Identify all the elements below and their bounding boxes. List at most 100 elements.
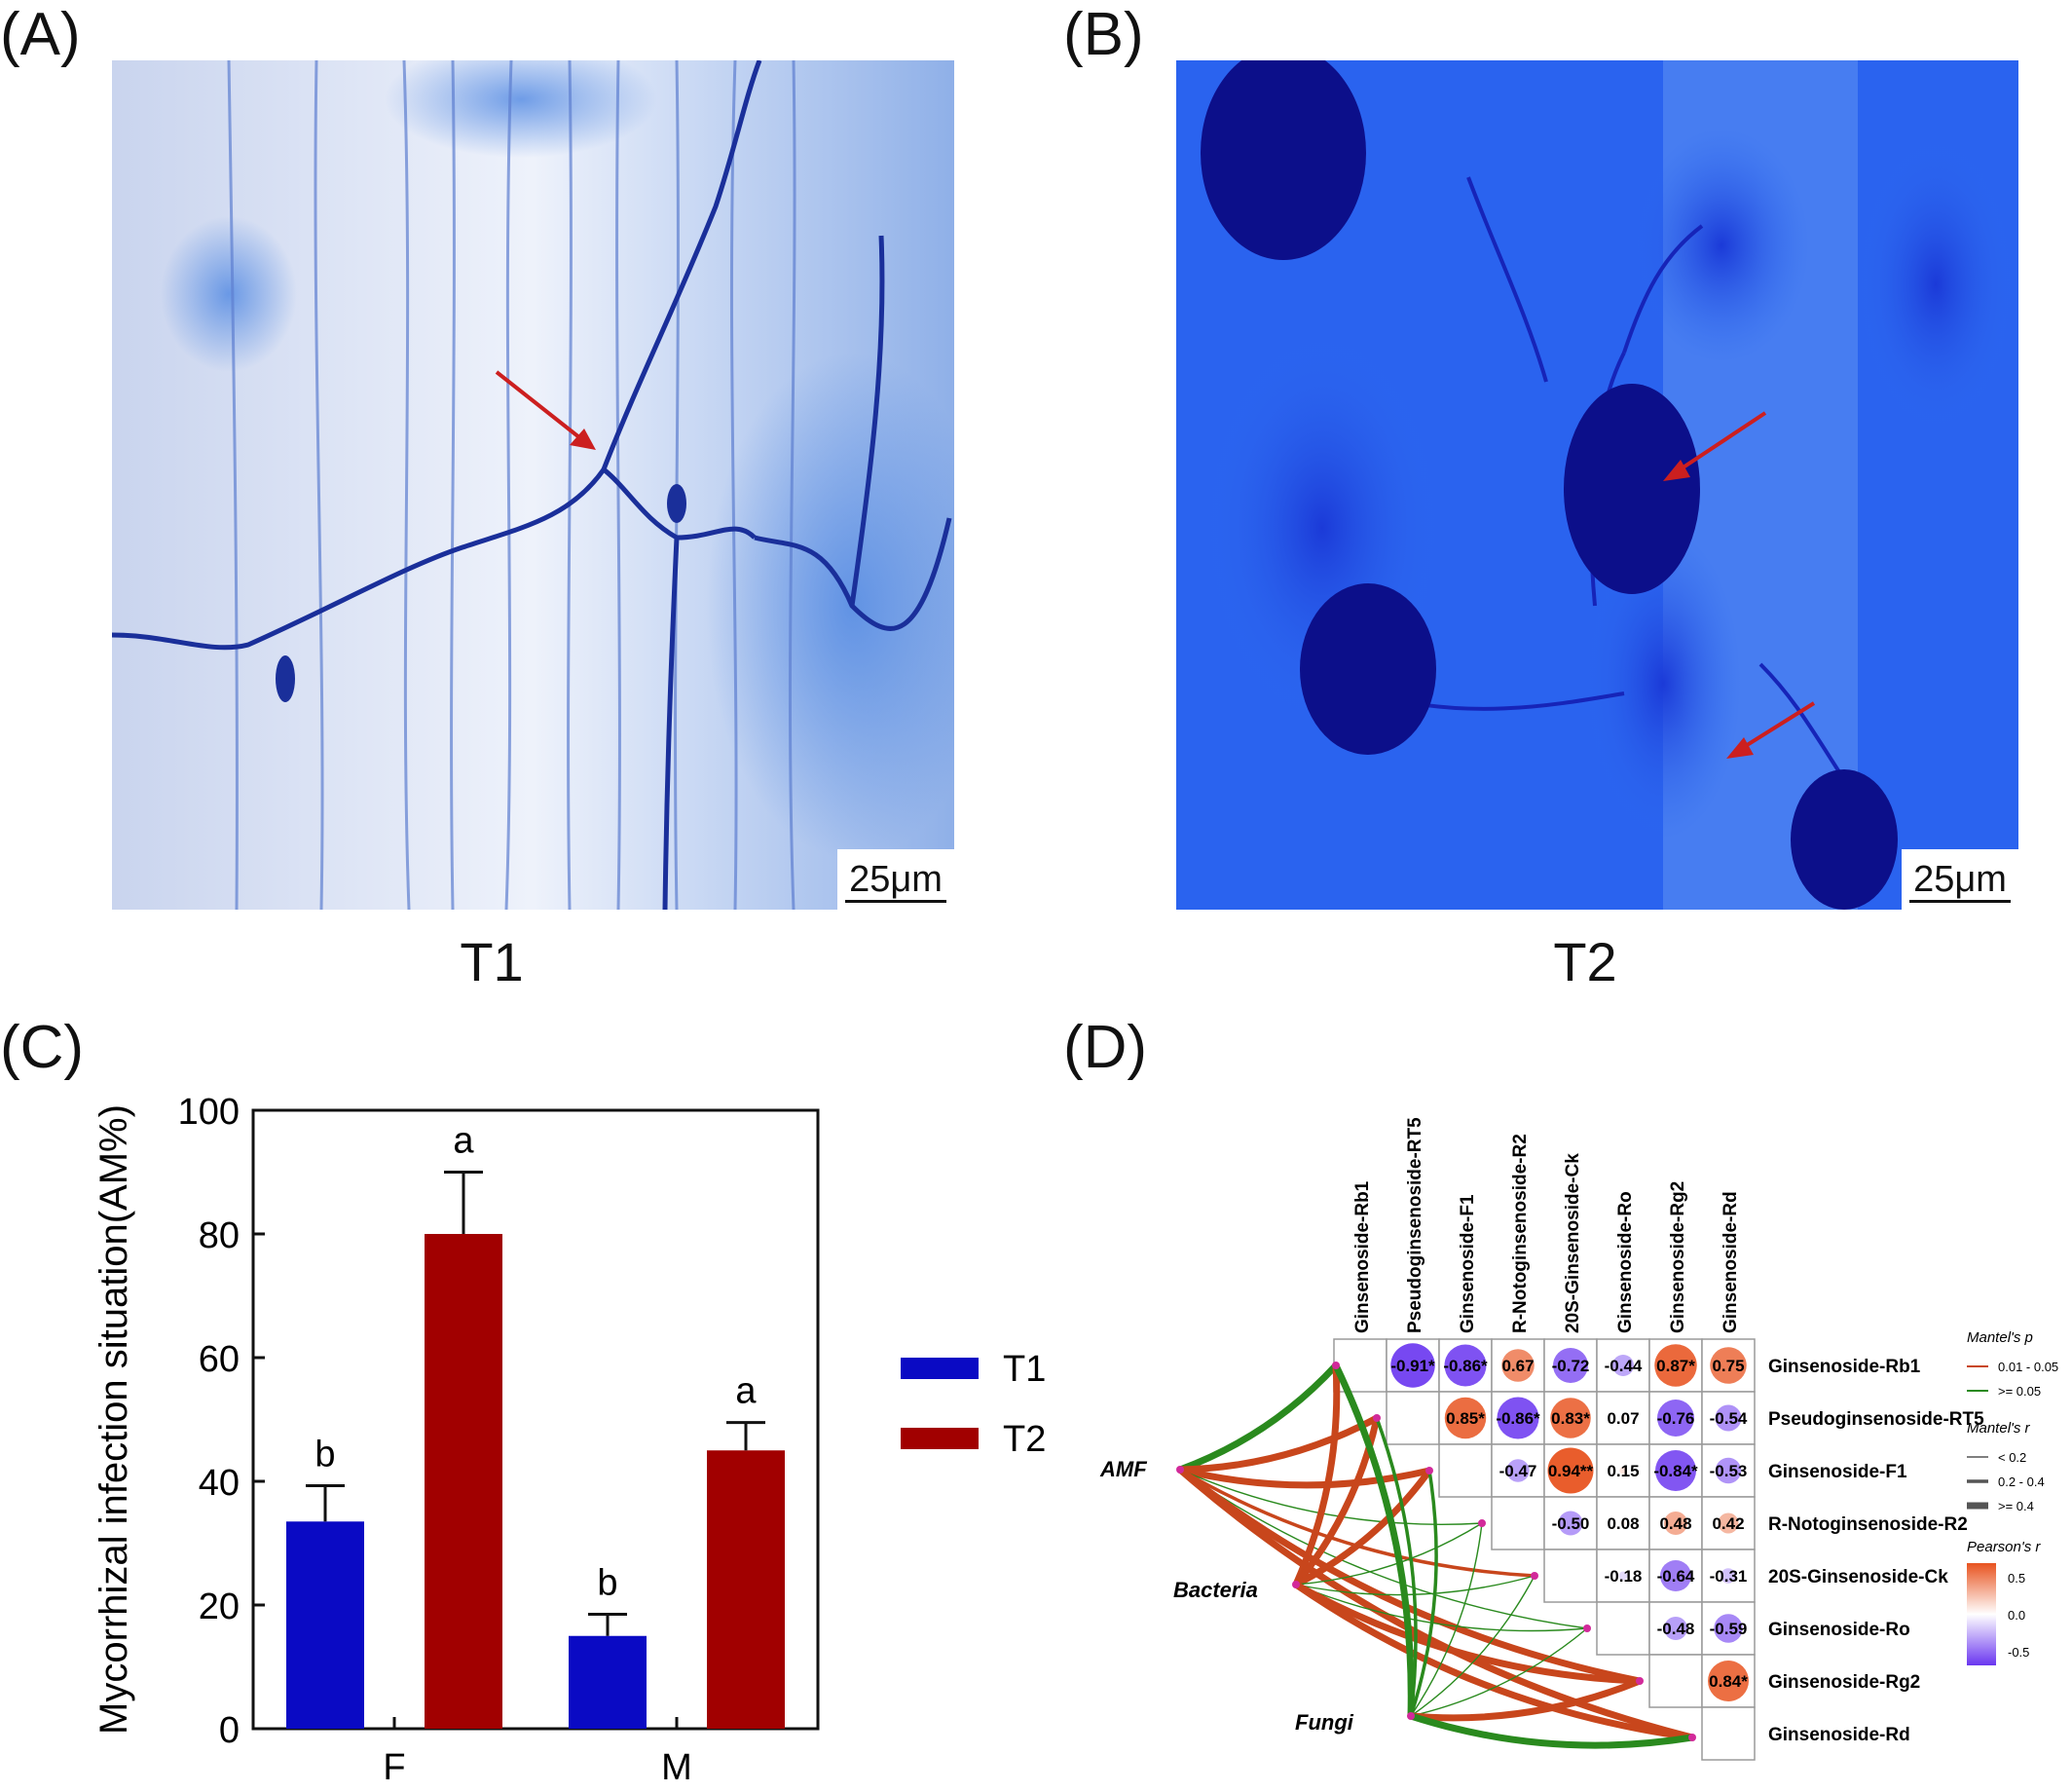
grid-cell — [1596, 1601, 1650, 1656]
column-label: Ginsenoside-Ro — [1615, 1191, 1636, 1333]
mantel-link — [1179, 1469, 1483, 1525]
correlation-circle — [1612, 1355, 1634, 1376]
y-axis-label: Mycorrhizal infection situation(AM%) — [92, 1104, 135, 1735]
group-label: Fungi — [1295, 1710, 1354, 1735]
y-tick-label: 40 — [199, 1463, 240, 1504]
correlation-circle — [1714, 1614, 1743, 1643]
mantel-link — [1410, 1677, 1642, 1722]
correlation-circle — [1708, 1661, 1749, 1701]
scale-bar-t2: 25μm — [1902, 849, 2018, 910]
mantel-link — [1179, 1468, 1536, 1578]
correlation-circle — [1660, 1560, 1691, 1591]
row-label: Pseudoginsenoside-RT5 — [1768, 1409, 1984, 1430]
mantel-link — [1410, 1627, 1588, 1717]
legend-label-t2: T2 — [1003, 1419, 1046, 1460]
grid-cell — [1543, 1549, 1598, 1603]
target-node — [1688, 1734, 1696, 1741]
pearson-tick-label: 0.0 — [2008, 1608, 2025, 1623]
correlation-value: 0.75 — [1712, 1357, 1744, 1375]
correlation-circle — [1506, 1459, 1530, 1482]
mantel-link — [1179, 1469, 1588, 1629]
significance-letter: a — [735, 1371, 757, 1412]
significance-letter: a — [453, 1121, 474, 1162]
significance-letter: b — [314, 1434, 335, 1475]
mantel-correlation-chart: Ginsenoside-Rb1 Pseudoginsenoside-RT5 Gins… — [1099, 1117, 2058, 1761]
mantel-link — [1410, 1575, 1536, 1717]
correlation-circle — [1710, 1347, 1747, 1384]
correlation-value: -0.64 — [1657, 1567, 1695, 1586]
target-node — [1373, 1414, 1381, 1422]
column-label: Pseudoginsenoside-RT5 — [1405, 1117, 1425, 1333]
target-node — [1478, 1519, 1486, 1527]
correlation-circle — [1618, 1571, 1628, 1581]
group-label: AMF — [1099, 1457, 1147, 1481]
mantel-link — [1179, 1414, 1379, 1474]
row-label: Ginsenoside-Rb1 — [1768, 1357, 1921, 1377]
correlation-value: -0.84* — [1653, 1462, 1698, 1480]
pearson-tick-label: -0.5 — [2008, 1645, 2029, 1660]
correlation-circle — [1620, 1520, 1626, 1526]
mantel-link — [1409, 1470, 1438, 1717]
group-node — [1292, 1581, 1300, 1588]
target-node — [1636, 1677, 1644, 1685]
grid-cell — [1438, 1443, 1493, 1498]
legend-swatch-t1 — [901, 1358, 979, 1379]
mantel-link — [1410, 1522, 1483, 1717]
correlation-value: 0.07 — [1607, 1409, 1639, 1428]
plot-frame — [251, 1108, 820, 1731]
legend-label-mantel-r: >= 0.4 — [1998, 1499, 2034, 1513]
correlation-value: -0.50 — [1552, 1514, 1590, 1533]
scale-bar-t1: 25μm — [837, 849, 954, 910]
column-label: Ginsenoside-Rd — [1720, 1191, 1741, 1333]
panel-label-c: (C) — [0, 1014, 85, 1081]
correlation-value: 0.08 — [1607, 1514, 1639, 1533]
bar-t1-f — [286, 1521, 364, 1729]
correlation-value: -0.53 — [1710, 1462, 1748, 1480]
panel-label-d: (D) — [1063, 1014, 1148, 1081]
pearson-colorbar — [1967, 1563, 1996, 1665]
panel-label-a: (A) — [0, 1, 81, 68]
correlation-circle — [1654, 1344, 1697, 1387]
correlation-circle — [1620, 1415, 1626, 1421]
correlation-circle — [1715, 1404, 1742, 1432]
correlation-value: 0.84* — [1709, 1672, 1748, 1691]
correlation-value: 0.85* — [1446, 1409, 1485, 1428]
legend-label-t1: T1 — [1003, 1349, 1046, 1390]
legend-label-mantel-p: 0.01 - 0.05 — [1998, 1360, 2058, 1374]
legend-title-mantel-r: Mantel's r — [1967, 1420, 2031, 1437]
mantel-link — [1178, 1363, 1339, 1474]
column-label: Ginsenoside-Rb1 — [1352, 1180, 1373, 1333]
group-node — [1407, 1712, 1415, 1720]
correlation-value: -0.86* — [1496, 1409, 1540, 1428]
correlation-value: -0.59 — [1710, 1620, 1748, 1638]
row-label: R-Notoginsenoside-R2 — [1768, 1514, 1968, 1535]
grid-cell — [1386, 1391, 1440, 1445]
correlation-circle — [1550, 1398, 1591, 1438]
correlation-circle — [1664, 1617, 1687, 1640]
correlation-value: -0.48 — [1657, 1620, 1695, 1638]
legend-label-mantel-r: < 0.2 — [1998, 1450, 2026, 1465]
y-tick-label: 20 — [199, 1587, 240, 1627]
row-label: Ginsenoside-Rg2 — [1768, 1672, 1920, 1693]
column-label: 20S-Ginsenoside-Ck — [1563, 1153, 1583, 1333]
y-tick-label: 80 — [199, 1215, 240, 1256]
target-node — [1531, 1572, 1538, 1580]
correlation-circle — [1715, 1457, 1742, 1484]
column-label: Ginsenoside-F1 — [1458, 1194, 1478, 1333]
correlation-value: 0.94** — [1548, 1462, 1594, 1480]
mantel-link — [1294, 1582, 1693, 1741]
significance-letter: b — [597, 1563, 617, 1604]
correlation-value: -0.91* — [1390, 1357, 1435, 1375]
correlation-value: 0.48 — [1659, 1514, 1691, 1533]
row-label: 20S-Ginsenoside-Ck — [1768, 1567, 1948, 1587]
bar-chart-am: 0 20 40 60 80 100 Mycorrhizal infection situat… — [92, 1092, 1046, 1788]
row-label: Ginsenoside-Ro — [1768, 1620, 1910, 1640]
correlation-circle — [1497, 1397, 1539, 1439]
correlation-circle — [1558, 1511, 1583, 1536]
correlation-value: -0.86* — [1443, 1357, 1488, 1375]
legend-title-pearson: Pearson's r — [1967, 1539, 2041, 1555]
panel-label-b: (B) — [1063, 1, 1144, 68]
mantel-link — [1295, 1522, 1483, 1586]
correlation-value: 0.83* — [1551, 1409, 1590, 1428]
correlation-value: -0.54 — [1710, 1409, 1748, 1428]
